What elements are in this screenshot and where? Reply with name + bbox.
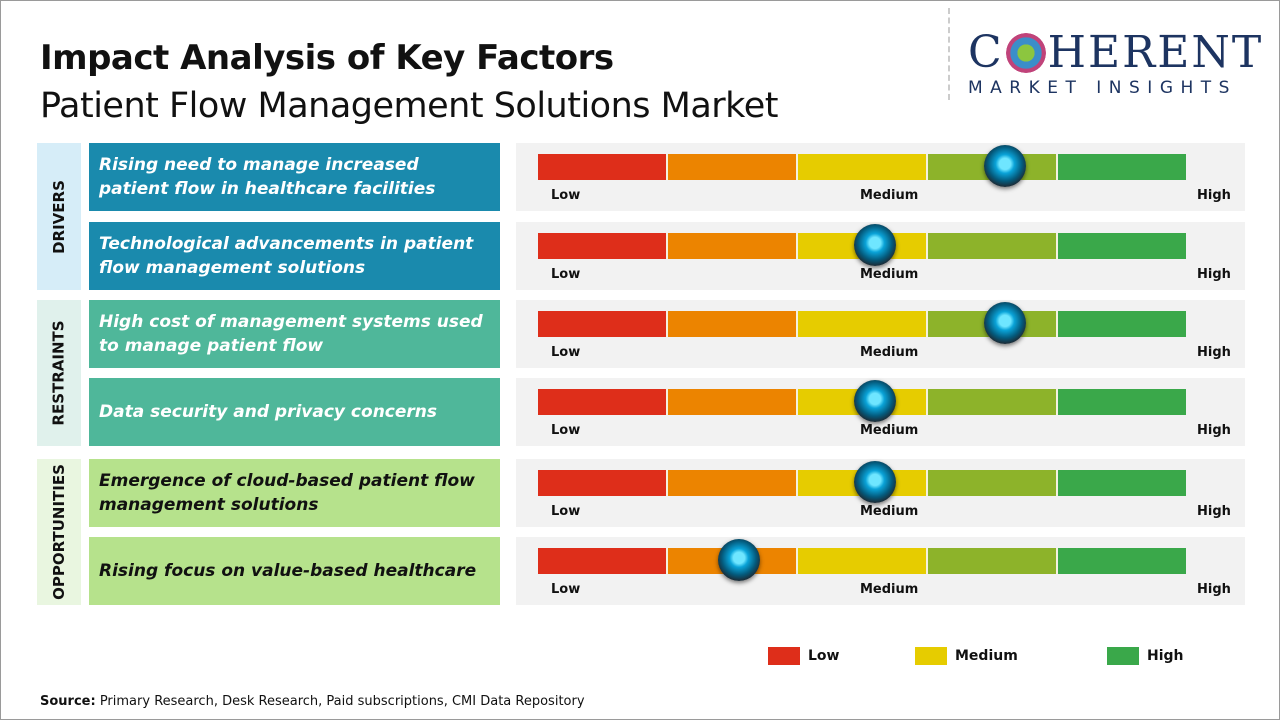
factor-label: Rising focus on value-based healthcare — [89, 537, 500, 605]
gauge-segment — [798, 154, 928, 180]
legend-medium: Medium — [915, 647, 1018, 665]
factor-label: High cost of management systems used to … — [89, 300, 500, 368]
impact-indicator-knob — [853, 380, 896, 422]
factor-label: Rising need to manage increased patient … — [89, 143, 500, 211]
gauge-segment — [928, 233, 1058, 259]
label-medium: Medium — [860, 423, 919, 438]
page-title: Impact Analysis of Key Factors — [40, 38, 614, 78]
label-medium: Medium — [860, 188, 919, 203]
legend-swatch-high — [1107, 647, 1139, 665]
label-medium: Medium — [860, 582, 919, 597]
label-high: High — [1197, 345, 1231, 360]
legend-swatch-low — [768, 647, 800, 665]
gauge-segment — [668, 154, 798, 180]
label-high: High — [1197, 267, 1231, 282]
factor-label: Data security and privacy concerns — [89, 378, 500, 446]
label-medium: Medium — [860, 345, 919, 360]
label-low: Low — [551, 423, 581, 438]
gauge-segment — [798, 311, 928, 337]
label-high: High — [1197, 504, 1231, 519]
impact-gauge: Low Medium High — [516, 222, 1245, 290]
gauge-segment — [538, 470, 668, 496]
gauge-segment — [1058, 233, 1186, 259]
legend-low: Low — [768, 647, 839, 665]
impact-gauge: Low Medium High — [516, 300, 1245, 368]
gauge-segment — [668, 470, 798, 496]
impact-gauge: Low Medium High — [516, 378, 1245, 446]
label-medium: Medium — [860, 504, 919, 519]
gauge-segment — [928, 470, 1058, 496]
gauge-segment — [538, 311, 668, 337]
gauge-segment — [928, 548, 1058, 574]
gauge-segment — [668, 311, 798, 337]
category-opportunities: OPPORTUNITIES — [37, 459, 81, 605]
label-low: Low — [551, 345, 581, 360]
impact-gauge: Low Medium High — [516, 537, 1245, 605]
label-high: High — [1197, 582, 1231, 597]
gauge-bar — [538, 311, 1186, 337]
gauge-segment — [538, 154, 668, 180]
label-low: Low — [551, 188, 581, 203]
impact-gauge: Low Medium High — [516, 459, 1245, 527]
gauge-bar — [538, 389, 1186, 415]
logo: C HERENT MARKET INSIGHTS — [968, 27, 1264, 99]
factor-label: Technological advancements in patient fl… — [89, 222, 500, 290]
divider — [948, 8, 950, 100]
label-low: Low — [551, 267, 581, 282]
impact-indicator-knob — [717, 539, 760, 581]
impact-indicator-knob — [853, 461, 896, 503]
impact-gauge: Low Medium High — [516, 143, 1245, 211]
gauge-bar — [538, 470, 1186, 496]
gauge-segment — [668, 389, 798, 415]
gauge-segment — [668, 233, 798, 259]
label-high: High — [1197, 188, 1231, 203]
gauge-segment — [538, 548, 668, 574]
label-medium: Medium — [860, 267, 919, 282]
gauge-bar — [538, 548, 1186, 574]
gauge-segment — [1058, 548, 1186, 574]
gauge-segment — [1058, 389, 1186, 415]
label-low: Low — [551, 582, 581, 597]
factor-label: Emergence of cloud-based patient flow ma… — [89, 459, 500, 527]
legend-swatch-medium — [915, 647, 947, 665]
gauge-segment — [798, 548, 928, 574]
gauge-bar — [538, 154, 1186, 180]
gauge-segment — [538, 389, 668, 415]
source-note: Source: Primary Research, Desk Research,… — [40, 694, 585, 709]
page-subtitle: Patient Flow Management Solutions Market — [40, 86, 778, 126]
gauge-segment — [928, 389, 1058, 415]
category-drivers: DRIVERS — [37, 143, 81, 290]
legend-high: High — [1107, 647, 1184, 665]
impact-indicator-knob — [853, 224, 896, 266]
impact-indicator-knob — [983, 302, 1026, 344]
category-restraints: RESTRAINTS — [37, 300, 81, 446]
impact-indicator-knob — [983, 145, 1026, 187]
gauge-segment — [1058, 154, 1186, 180]
gauge-segment — [538, 233, 668, 259]
label-high: High — [1197, 423, 1231, 438]
globe-icon — [1005, 33, 1046, 73]
gauge-segment — [1058, 470, 1186, 496]
gauge-segment — [1058, 311, 1186, 337]
label-low: Low — [551, 504, 581, 519]
